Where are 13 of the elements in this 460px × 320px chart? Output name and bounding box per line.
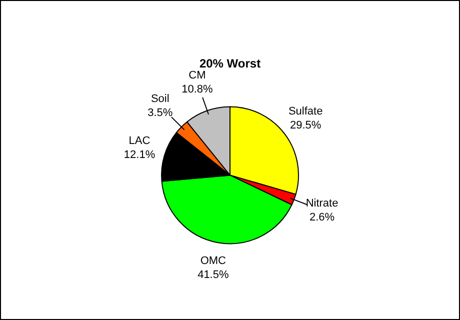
- data-label: 2.6%: [309, 211, 335, 224]
- data-label: 29.5%: [290, 119, 322, 132]
- slice-label: Soil: [150, 92, 170, 105]
- data-label: 3.5%: [148, 106, 173, 119]
- slice-label: Nitrate: [306, 197, 338, 210]
- slice-label: LAC: [128, 135, 150, 148]
- data-label: 41.5%: [198, 269, 229, 282]
- chart-title: 20% Worst: [199, 56, 261, 71]
- data-label: 10.8%: [182, 83, 214, 96]
- slice-label: Sulfate: [288, 105, 323, 118]
- slice-label: OMC: [200, 255, 226, 268]
- slice-label: CM: [188, 69, 206, 82]
- data-label: 12.1%: [124, 149, 156, 162]
